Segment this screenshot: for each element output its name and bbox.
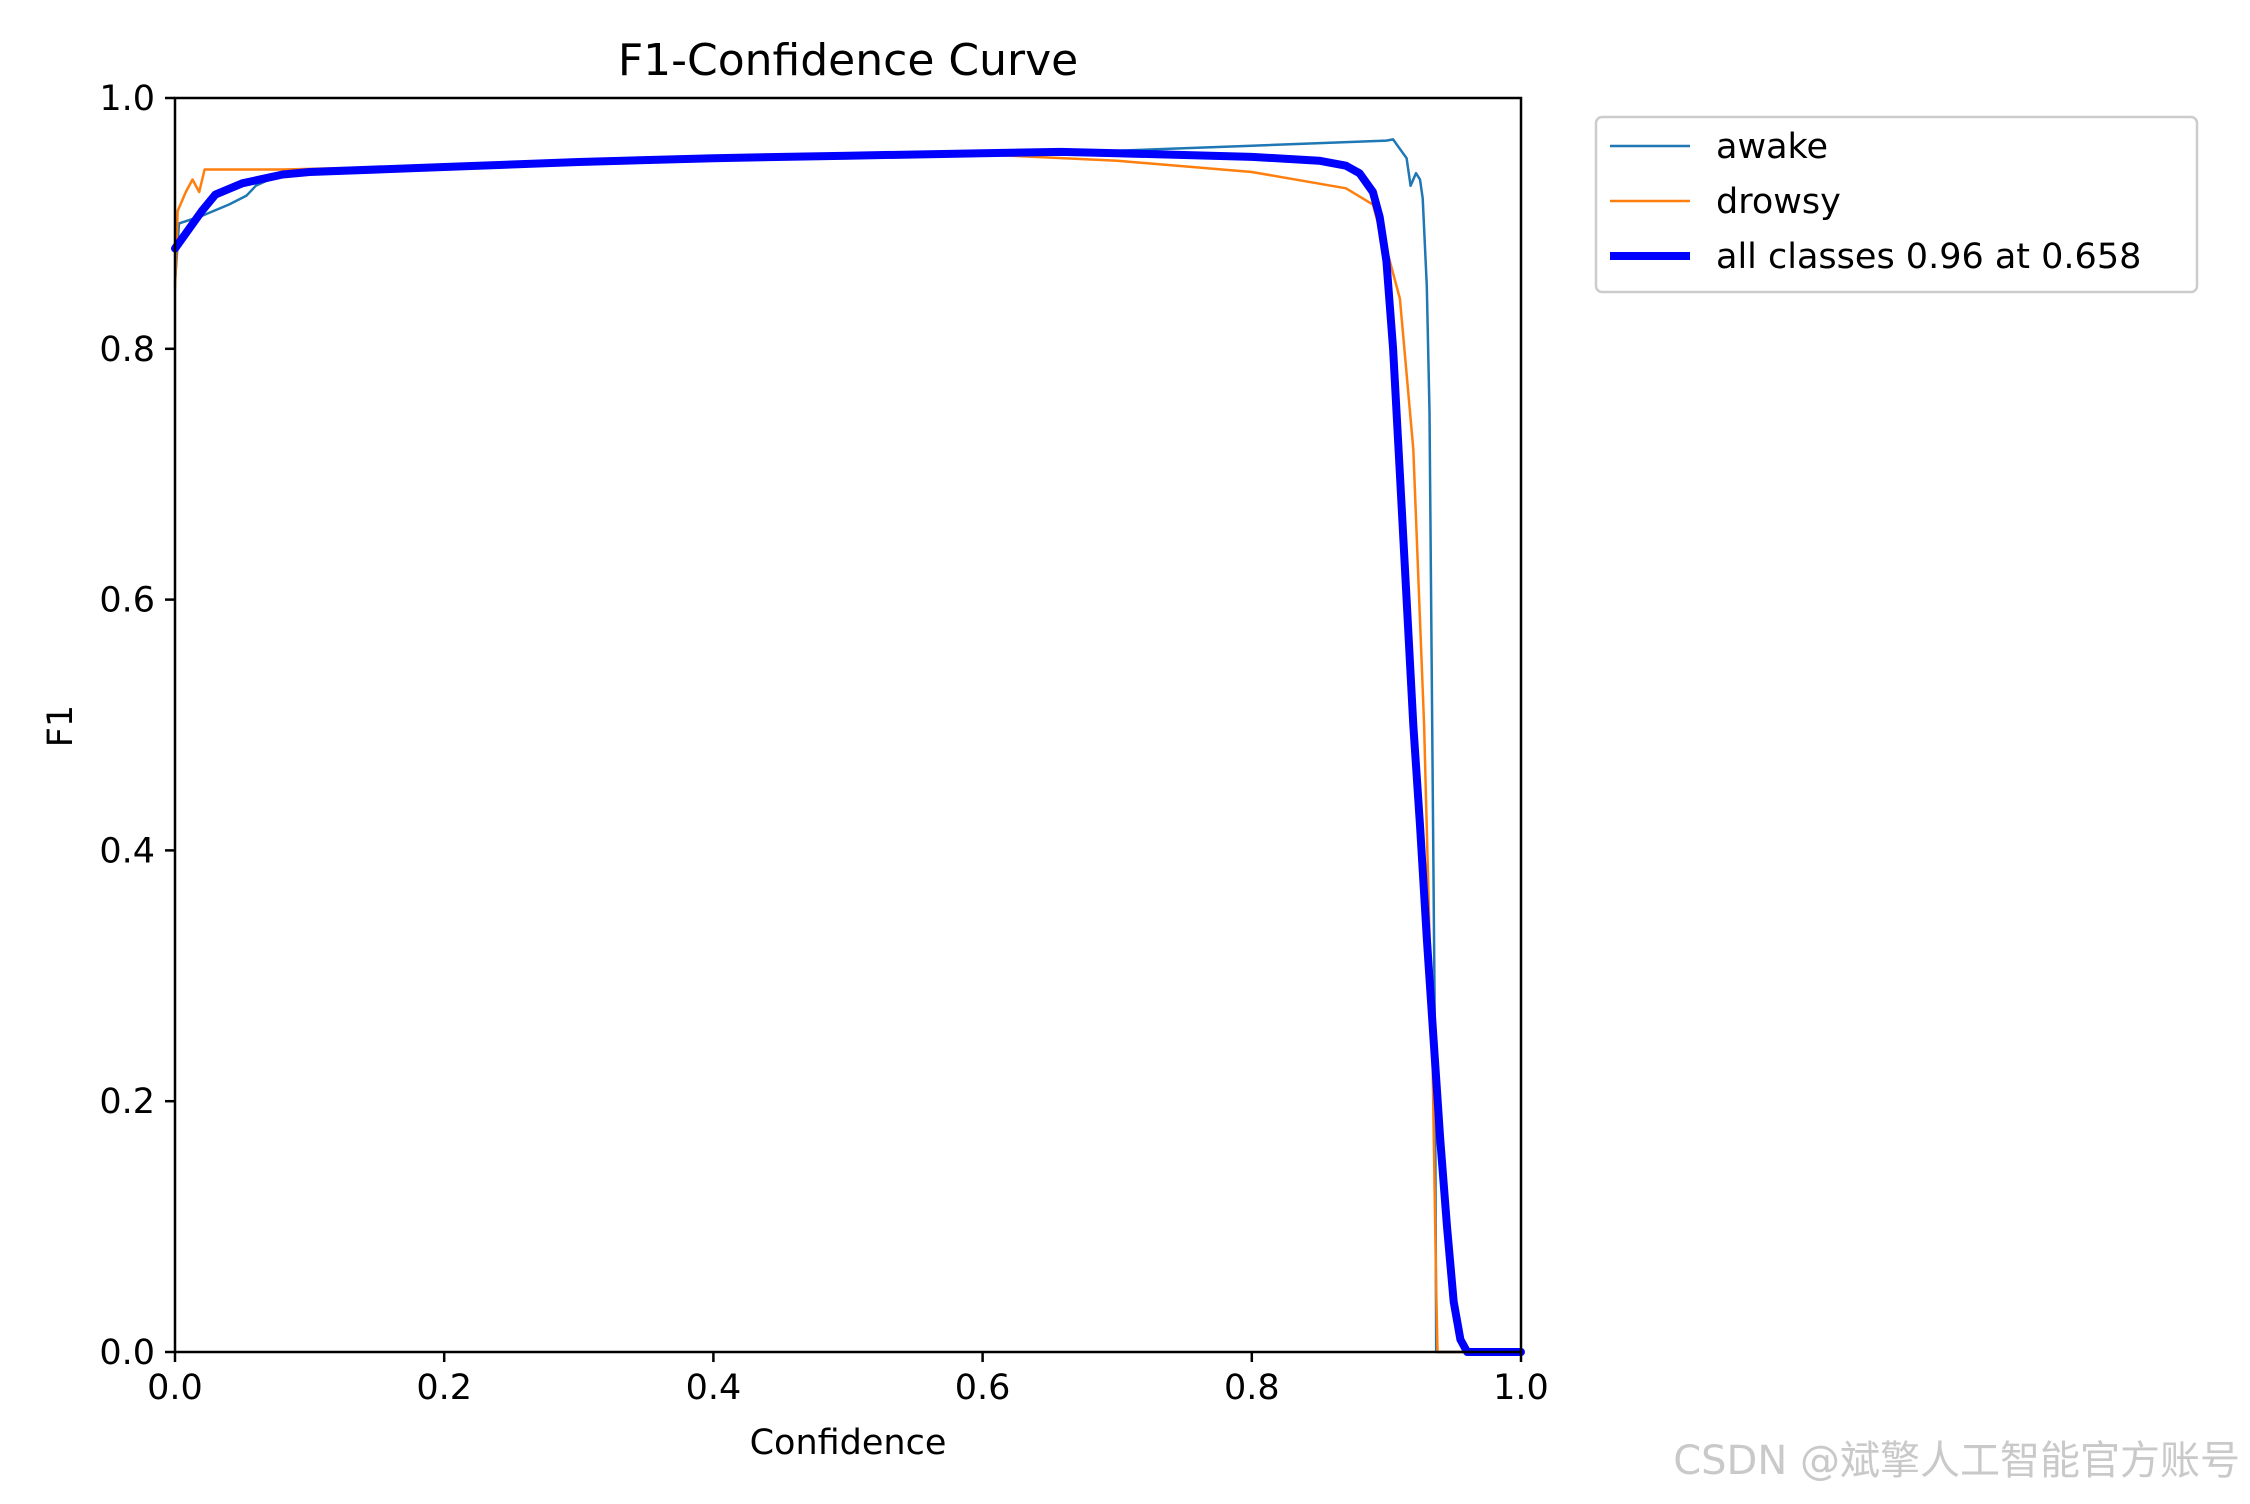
y-tick-label: 1.0 bbox=[99, 79, 155, 119]
plot-frame bbox=[173, 96, 1523, 1354]
legend-label: drowsy bbox=[1716, 182, 1841, 222]
y-tick-label: 0.6 bbox=[99, 581, 155, 621]
x-axis-ticks: 0.0 0.2 0.4 0.6 0.8 1.0 bbox=[147, 1352, 1549, 1408]
legend-label: all classes 0.96 at 0.658 bbox=[1716, 237, 2141, 277]
y-tick-label: 0.0 bbox=[99, 1333, 155, 1373]
y-tick-label: 0.4 bbox=[99, 831, 155, 871]
y-tick-label: 0.2 bbox=[99, 1082, 155, 1122]
legend-items: awake drowsy all classes 0.96 at 0.658 bbox=[1610, 127, 2141, 277]
series-line-awake bbox=[173, 138, 1523, 1354]
legend: awake drowsy all classes 0.96 at 0.658 bbox=[1594, 115, 2199, 294]
x-axis-label: Confidence bbox=[750, 1423, 947, 1463]
series-line-drowsy bbox=[173, 153, 1523, 1354]
chart-title: F1-Confidence Curve bbox=[618, 35, 1078, 86]
series-line-all bbox=[171, 147, 1525, 1356]
x-tick-label: 0.0 bbox=[147, 1368, 203, 1408]
watermark-text: CSDN @斌擎人工智能官方账号 bbox=[1673, 1438, 2240, 1484]
legend-box bbox=[1594, 115, 2199, 294]
x-tick-label: 0.4 bbox=[686, 1368, 742, 1408]
x-tick-label: 0.2 bbox=[416, 1368, 472, 1408]
y-axis-ticks: 0.0 0.2 0.4 0.6 0.8 1.0 bbox=[99, 79, 175, 1373]
y-axis-label: F1 bbox=[41, 705, 81, 747]
x-tick-label: 0.6 bbox=[955, 1368, 1011, 1408]
series-layer bbox=[171, 138, 1525, 1356]
y-tick-label: 0.8 bbox=[99, 330, 155, 370]
x-tick-label: 1.0 bbox=[1493, 1368, 1549, 1408]
legend-label: awake bbox=[1716, 127, 1828, 167]
x-tick-label: 0.8 bbox=[1224, 1368, 1280, 1408]
